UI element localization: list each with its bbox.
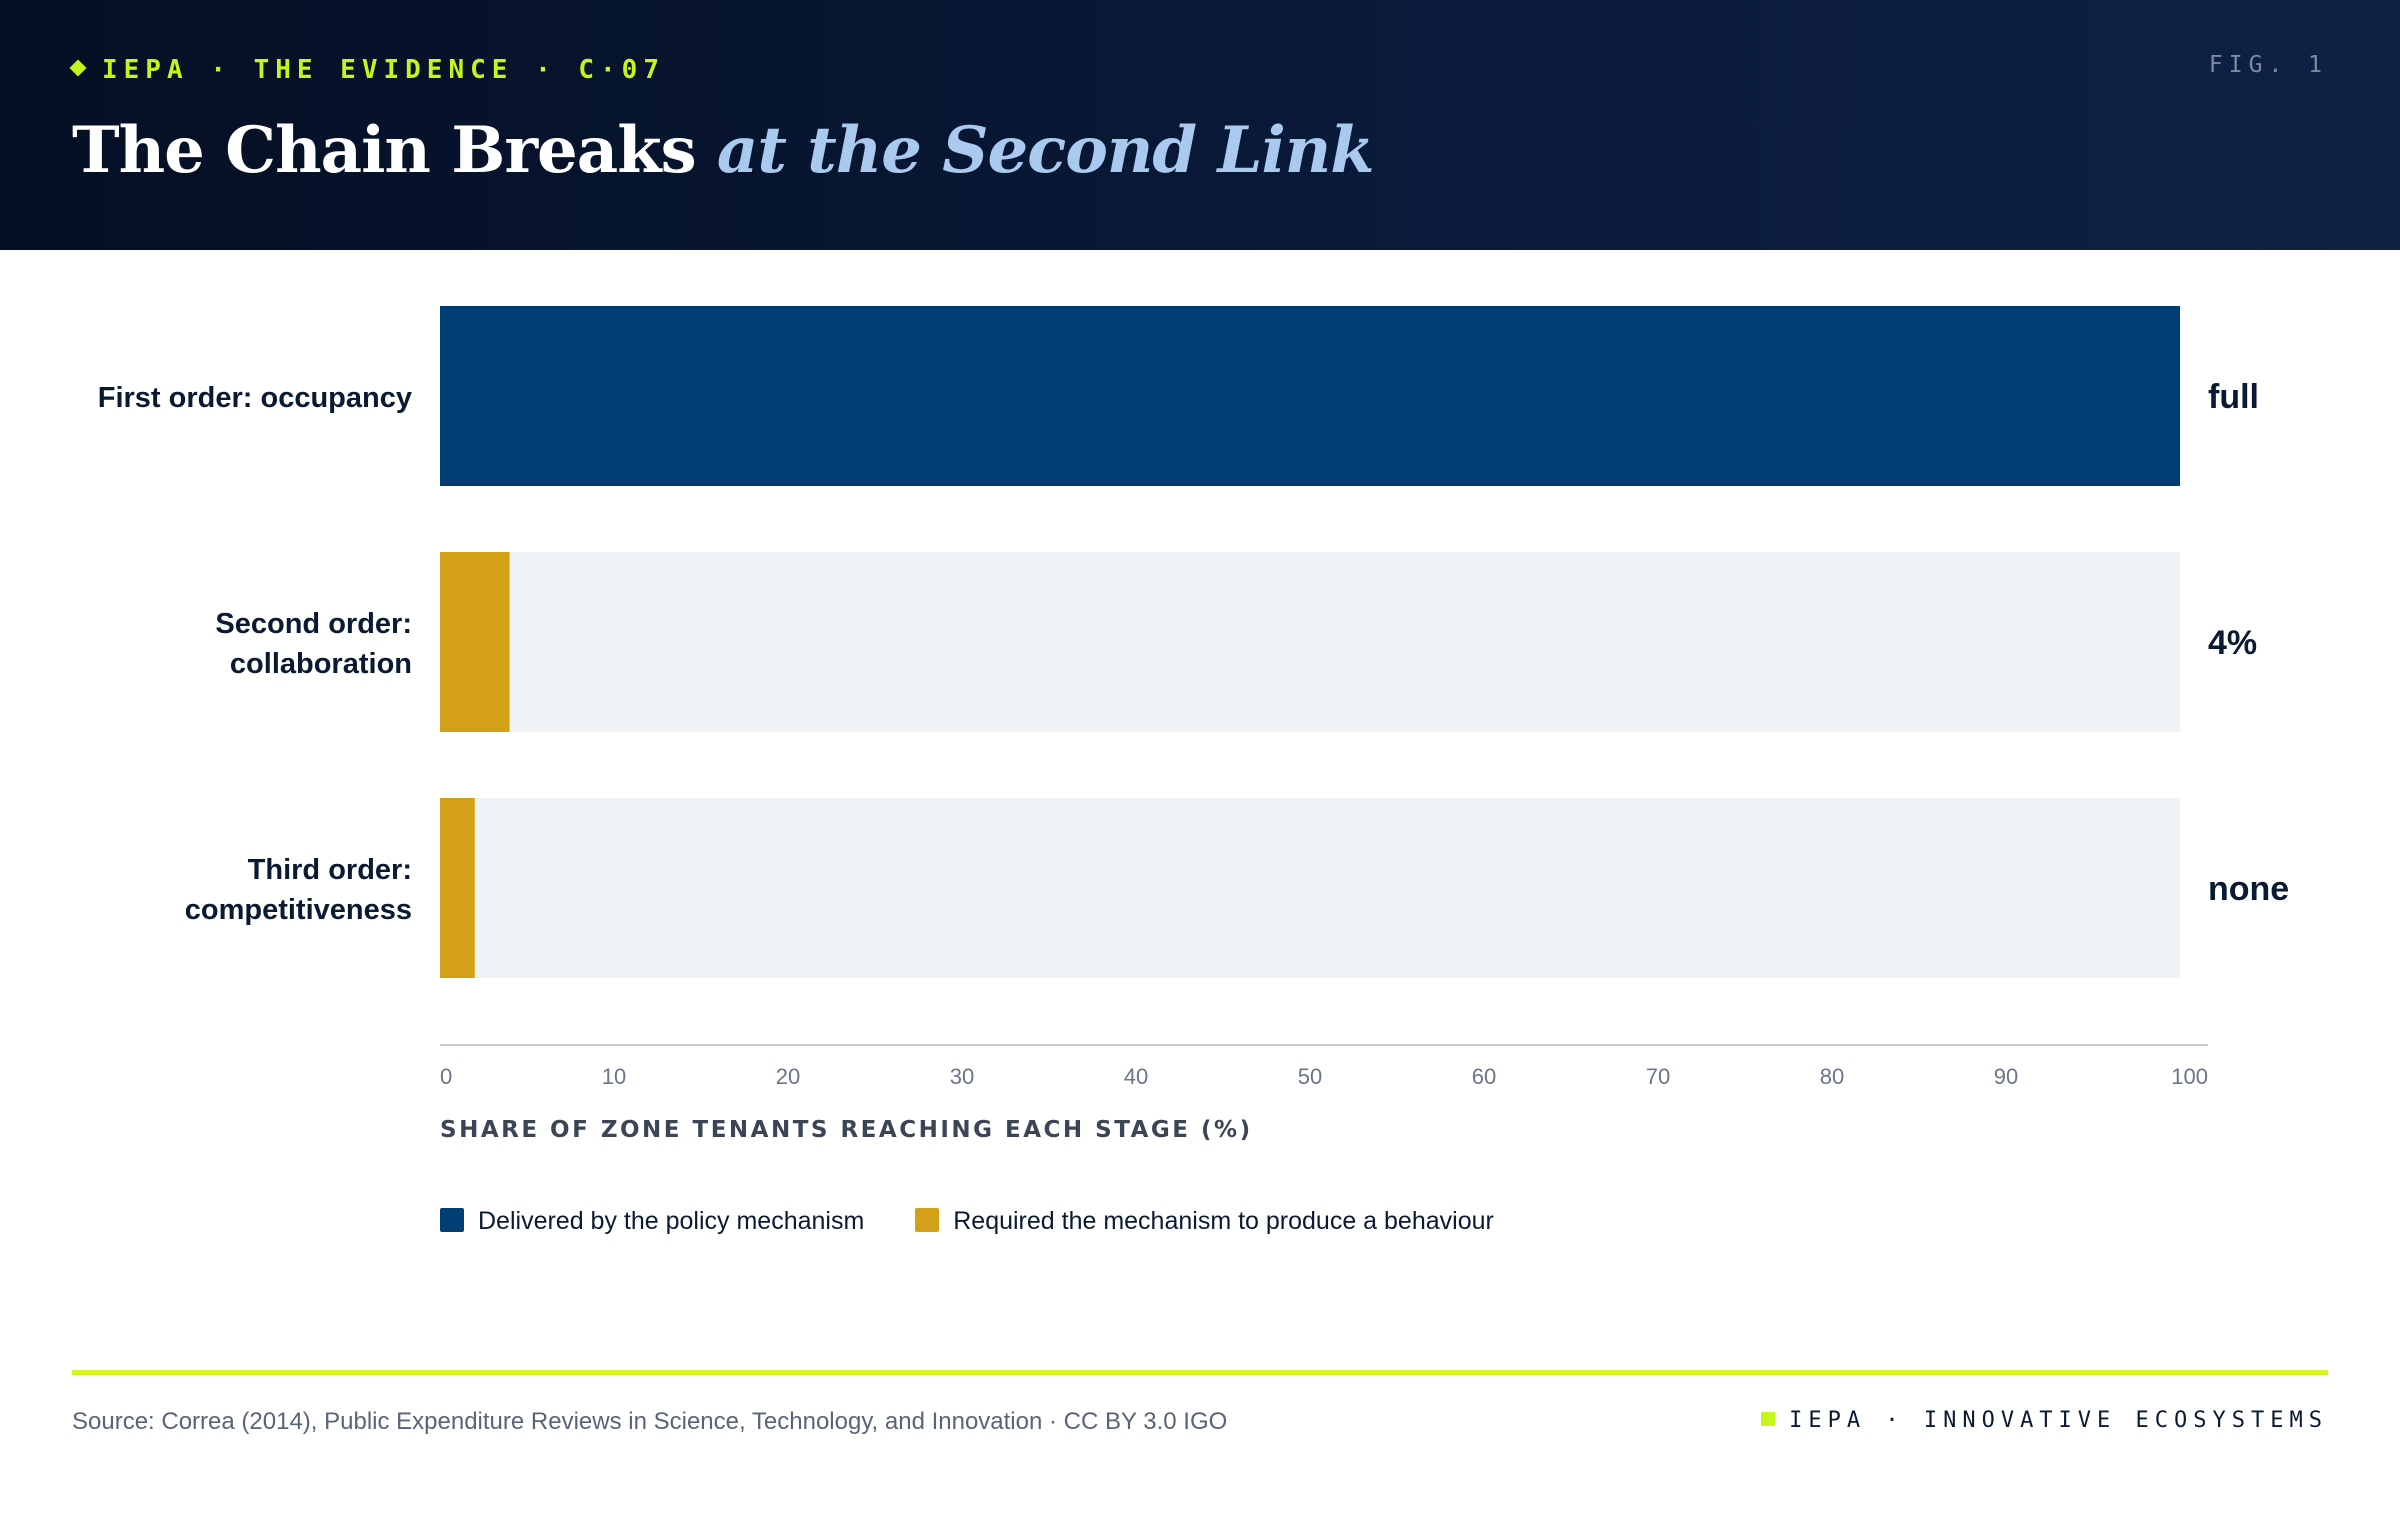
diamond-icon (69, 59, 87, 76)
source-note: Source: Correa (2014), Public Expenditur… (72, 1408, 1228, 1435)
chart-legend: Delivered by the policy mechanism Requir… (440, 1206, 1538, 1236)
category-label: Second order: (215, 608, 412, 640)
x-tick-label: 20 (776, 1064, 800, 1089)
legend-swatch-delivered (440, 1208, 464, 1233)
header-banner: IEPA · THE EVIDENCE · C·07 FIG. 1 The Ch… (0, 0, 2400, 250)
legend-item-required: Required the mechanism to produce a beha… (915, 1206, 1494, 1236)
footer-divider (72, 1370, 2328, 1375)
x-tick-label: 80 (1820, 1064, 1844, 1089)
x-tick-label: 60 (1472, 1064, 1496, 1089)
category-label: Third order: (248, 854, 412, 886)
bar-track (440, 798, 2180, 978)
x-tick-label: 40 (1124, 1064, 1148, 1089)
bar-chart: full First order: occupancy 4% Second order… (0, 250, 2400, 1250)
bar-value-label: full (2208, 378, 2259, 416)
x-tick-label: 100 (2171, 1064, 2208, 1089)
kicker-text: IEPA · THE EVIDENCE · C·07 (102, 55, 665, 85)
square-icon (1761, 1412, 1776, 1426)
x-tick-label: 90 (1994, 1064, 2018, 1089)
x-axis-title: SHARE OF ZONE TENANTS REACHING EACH STAG… (440, 1117, 1253, 1143)
title-accent: at the Second Link (716, 113, 1375, 188)
legend-label-delivered: Delivered by the policy mechanism (478, 1207, 865, 1235)
legend-label-required: Required the mechanism to produce a beha… (953, 1207, 1494, 1235)
x-tick-label: 70 (1646, 1064, 1670, 1089)
brand-mark: IEPA · INNOVATIVE ECOSYSTEMS (1761, 1408, 2328, 1433)
page-title: The Chain Breaks at the Second Link (72, 108, 1375, 194)
bar (440, 798, 475, 978)
bar (440, 306, 2180, 486)
bar-track (440, 552, 2180, 732)
bar-value-label: none (2208, 870, 2289, 908)
x-tick-label: 10 (602, 1064, 626, 1089)
bar-value-label: 4% (2208, 624, 2257, 662)
legend-item-delivered: Delivered by the policy mechanism (440, 1206, 864, 1236)
legend-swatch-required (915, 1208, 940, 1233)
x-tick-label: 30 (950, 1064, 974, 1089)
bar (440, 552, 510, 732)
kicker: IEPA · THE EVIDENCE · C·07 (69, 54, 665, 86)
category-label: First order: occupancy (98, 382, 412, 414)
category-label: collaboration (230, 648, 412, 680)
x-tick-label: 50 (1298, 1064, 1322, 1089)
title-main: The Chain Breaks (72, 113, 697, 188)
brand-text: IEPA · INNOVATIVE ECOSYSTEMS (1789, 1408, 2328, 1433)
figure-label: FIG. 1 (2208, 52, 2328, 78)
chart-svg: full First order: occupancy 4% Second order… (98, 306, 2289, 1143)
x-tick-label: 0 (440, 1064, 452, 1089)
category-label: competitiveness (185, 894, 412, 926)
